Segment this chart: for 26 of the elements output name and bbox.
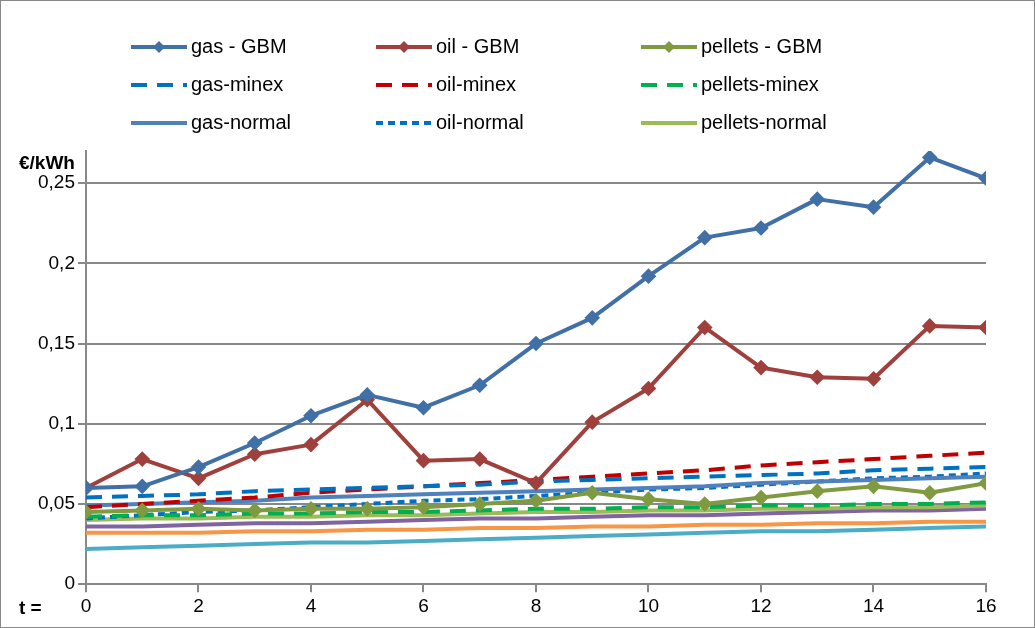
x-tick-label: 6 xyxy=(418,594,429,616)
y-tick-label: 0 xyxy=(64,572,75,594)
x-axis-title: t = xyxy=(19,597,42,619)
legend-label: oil - GBM xyxy=(436,34,520,57)
x-tick-label: 10 xyxy=(637,594,660,616)
y-axis-title: €/kWh xyxy=(19,152,75,174)
legend-label: gas - GBM xyxy=(191,34,287,57)
legend-label: gas-minex xyxy=(191,72,284,95)
y-tick-label: 0,15 xyxy=(38,331,75,353)
x-tick-label: 4 xyxy=(305,594,317,616)
y-tick-label: 0,1 xyxy=(48,411,75,433)
legend-label: pellets-minex xyxy=(701,72,819,95)
x-tick-label: 12 xyxy=(750,594,772,616)
y-tick-label: 0,05 xyxy=(38,492,75,514)
x-tick-label: 8 xyxy=(530,594,542,616)
y-tick-label: 0,2 xyxy=(48,251,75,273)
x-tick-label: 16 xyxy=(975,594,997,616)
legend-label: pellets-normal xyxy=(701,110,827,133)
legend-label: pellets - GBM xyxy=(701,34,823,57)
legend-label: oil-normal xyxy=(436,110,524,133)
y-tick-label: 0,25 xyxy=(38,171,75,193)
legend-label: gas-normal xyxy=(191,110,292,133)
x-tick-label: 14 xyxy=(862,594,885,616)
legend-label: oil-minex xyxy=(436,72,517,95)
x-tick-label: 2 xyxy=(193,594,204,616)
x-tick-label: 0 xyxy=(80,594,92,616)
